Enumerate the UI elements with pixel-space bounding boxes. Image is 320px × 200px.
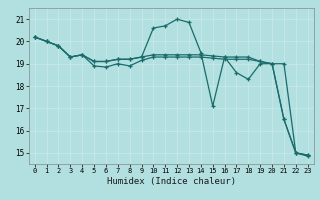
X-axis label: Humidex (Indice chaleur): Humidex (Indice chaleur) bbox=[107, 177, 236, 186]
